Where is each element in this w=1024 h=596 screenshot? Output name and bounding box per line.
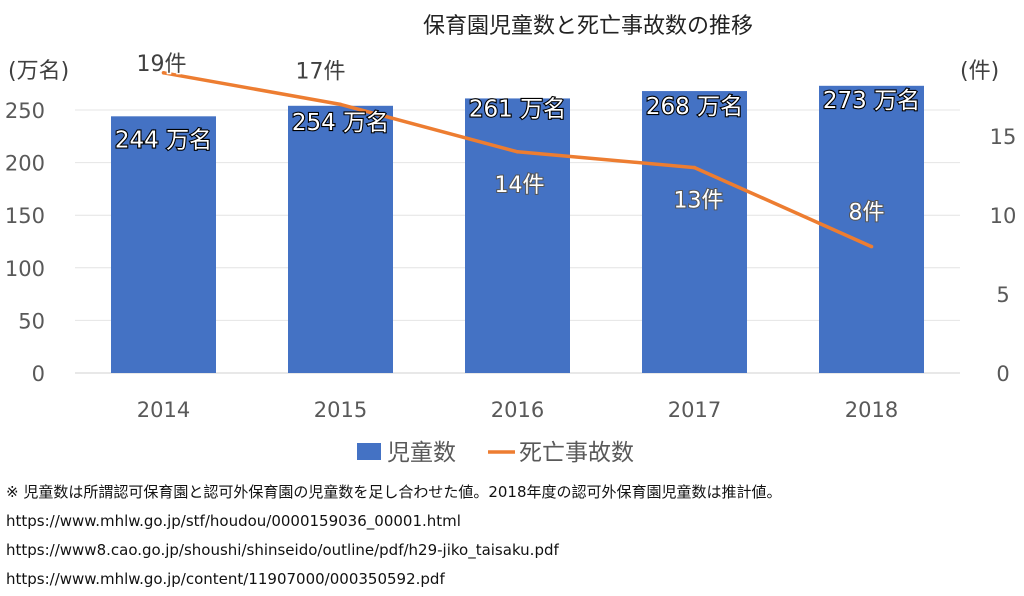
source-notes: ※ 児童数は所謂認可保育園と認可外保育園の児童数を足し合わせた値。2018年度の… [6, 478, 1018, 594]
legend-label: 死亡事故数 [519, 440, 634, 466]
axis-ticks: 0 50 100 150 200 250 0 5 10 15 2014 2015 2016 2017 201… [5, 99, 1016, 422]
right-tick-label: 5 [996, 283, 1009, 307]
left-tick-label: 250 [5, 99, 45, 123]
left-tick-label: 150 [5, 204, 45, 228]
source-link[interactable]: https://www.mhlw.go.jp/content/11907000/… [6, 570, 445, 588]
line-point [692, 165, 697, 170]
x-tick-label: 2018 [845, 398, 898, 422]
source-link[interactable]: https://www8.cao.go.jp/shoushi/shinseido… [6, 541, 559, 559]
legend-swatch-bar [357, 443, 381, 460]
data-labels: 244 万名 254 万名 261 万名 268 万名 273 万名 19件 17件 14件 1… [114, 50, 921, 226]
line-data-label: 14件 [495, 173, 545, 198]
line-point [338, 102, 343, 107]
x-tick-label: 2015 [314, 398, 367, 422]
bar [465, 98, 570, 373]
bar-data-label: 268 万名 [646, 94, 743, 120]
left-tick-label: 200 [5, 152, 45, 176]
bar-data-label: 261 万名 [469, 96, 566, 122]
bar-data-label: 254 万名 [292, 110, 389, 136]
line-data-label: 8件 [849, 201, 885, 226]
bar-series [111, 85, 924, 374]
left-tick-label: 100 [5, 257, 45, 281]
left-tick-label: 50 [18, 309, 45, 333]
combo-chart: 保育園児童数と死亡事故数の推移 (万名) (件) 050100150200250… [5, 14, 1016, 466]
x-tick-label: 2014 [137, 398, 190, 422]
x-tick-label: 2017 [668, 398, 721, 422]
line-point [869, 244, 874, 249]
bar [111, 116, 216, 373]
left-axis-label: (万名) [8, 59, 69, 84]
line-point [515, 150, 520, 154]
bar [288, 105, 393, 374]
right-tick-label: 15 [990, 125, 1017, 149]
line-series [161, 71, 874, 249]
bar-data-label: 244 万名 [115, 127, 212, 153]
legend: 児童数 死亡事故数 [357, 440, 634, 466]
left-tick-label: 0 [32, 362, 45, 386]
note-text: ※ 児童数は所謂認可保育園と認可外保育園の児童数を足し合わせた値。2018年度の… [6, 483, 782, 501]
line-data-label: 19件 [137, 52, 187, 77]
line-data-label: 17件 [296, 59, 346, 84]
right-tick-label: 10 [990, 204, 1017, 228]
legend-label: 児童数 [387, 440, 456, 466]
right-axis-label: (件) [960, 59, 999, 84]
right-tick-label: 0 [996, 362, 1009, 386]
line-data-label: 13件 [674, 189, 724, 214]
chart-title: 保育園児童数と死亡事故数の推移 [423, 14, 753, 39]
x-tick-label: 2016 [491, 398, 544, 422]
bar [642, 91, 747, 374]
source-link[interactable]: https://www.mhlw.go.jp/stf/houdou/000015… [6, 512, 461, 530]
bar-data-label: 273 万名 [823, 88, 920, 114]
line-point [161, 71, 166, 75]
